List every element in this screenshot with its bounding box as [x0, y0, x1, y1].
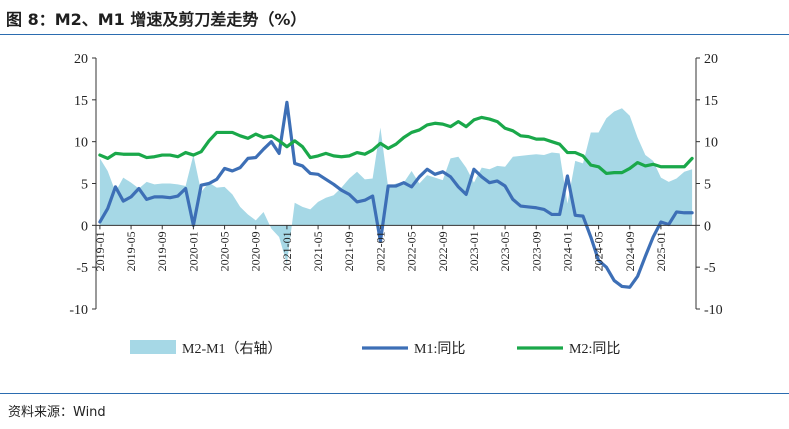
legend-label: M1:同比 [414, 341, 465, 357]
right-tick-label: -5 [704, 261, 716, 276]
source-note: 资料来源：Wind [8, 405, 106, 420]
left-tick-label: -5 [76, 261, 88, 276]
right-tick-label: 15 [704, 94, 718, 109]
legend-label: M2:同比 [569, 341, 620, 357]
right-tick-label: 20 [704, 52, 718, 67]
series-line-m1 [98, 100, 694, 289]
left-tick-label: 10 [74, 136, 88, 151]
x-tick-label: 2020-05 [218, 231, 232, 271]
right-tick-label: 5 [704, 178, 711, 193]
x-tick-label: 2023-09 [529, 231, 543, 271]
x-axis: 2019-01 2019-05 2019-09 2020-01 2020-05 2020-… [93, 224, 696, 271]
x-tick-label: 2021-01 [280, 231, 294, 271]
legend-swatch-m2-m1 [130, 340, 176, 354]
x-tick-label: 2024-09 [623, 231, 637, 271]
right-axis: -10 -5 0 5 10 15 20 [695, 52, 723, 318]
x-tick-label: 2021-09 [342, 231, 356, 271]
left-tick-label: 5 [81, 178, 88, 193]
legend: M2-M1（右轴） M1:同比 M2:同比 [130, 340, 620, 357]
x-tick-label: 2024-01 [560, 231, 574, 271]
x-tick-label: 2025-01 [654, 231, 668, 271]
right-tick-label: -10 [704, 303, 723, 318]
right-tick-label: 0 [704, 219, 711, 234]
x-tick-label: 2021-05 [311, 231, 325, 271]
legend-label: M2-M1（右轴） [182, 341, 282, 357]
x-tick-label: 2023-01 [467, 231, 481, 271]
x-tick-label: 2019-09 [155, 231, 169, 271]
left-tick-label: 0 [81, 219, 88, 234]
left-axis: -10 -5 0 5 10 15 20 [69, 52, 97, 318]
series-line-m2 [98, 115, 694, 176]
x-tick-label: 2020-09 [249, 231, 263, 271]
title-divider [0, 34, 789, 35]
x-tick-label: 2022-01 [373, 231, 387, 271]
x-tick-label: 2023-05 [498, 231, 512, 271]
right-tick-label: 10 [704, 136, 718, 151]
x-tick-label: 2022-09 [436, 231, 450, 271]
x-tick-label: 2022-05 [405, 231, 419, 271]
x-tick-label: 2020-01 [186, 231, 200, 271]
footer-divider [0, 393, 789, 394]
page-title: 图 8：M2、M1 增速及剪刀差走势（%） [6, 10, 307, 29]
left-tick-label: -10 [69, 303, 88, 318]
x-tick-label: 2019-05 [124, 231, 138, 271]
x-tick-label: 2024-05 [592, 231, 606, 271]
left-tick-label: 20 [74, 52, 88, 67]
left-tick-label: 15 [74, 94, 88, 109]
x-tick-label: 2019-01 [93, 231, 107, 271]
